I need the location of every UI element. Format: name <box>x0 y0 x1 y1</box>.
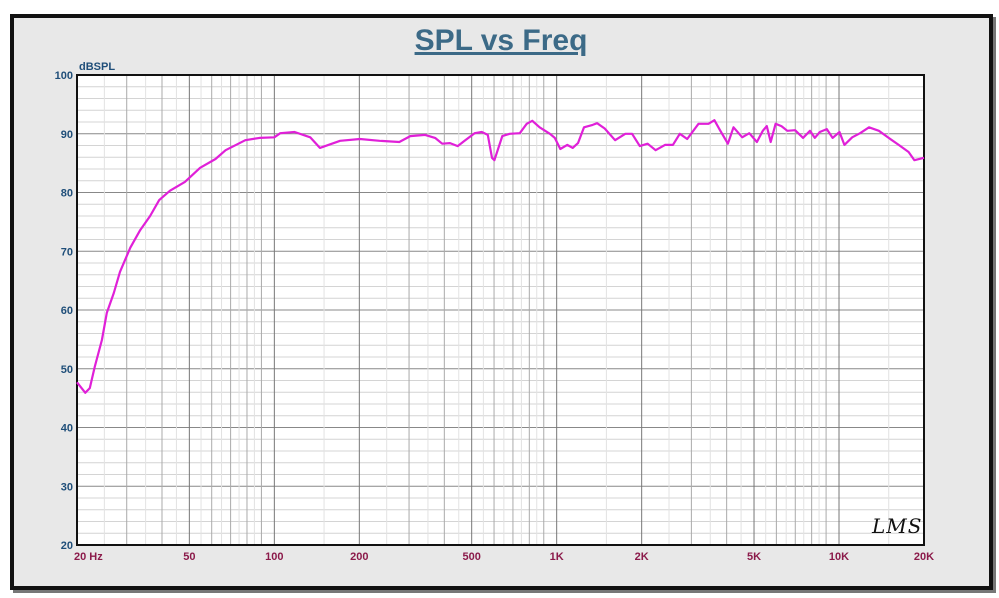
y-tick-label: 30 <box>61 481 73 493</box>
y-tick-label: 60 <box>61 305 73 317</box>
y-tick-label: 20 <box>61 540 73 552</box>
plot-border <box>76 74 925 546</box>
y-tick-label: 70 <box>61 246 73 258</box>
x-tick-label: 10K <box>829 551 849 563</box>
y-axis-label: dBSPL <box>79 61 115 73</box>
x-tick-label: 20K <box>914 551 934 563</box>
x-tick-label: 500 <box>463 551 481 563</box>
x-tick-label: 1K <box>550 551 564 563</box>
x-tick-label: 50 <box>183 551 195 563</box>
lms-watermark: LMS <box>872 514 923 538</box>
y-tick-label: 90 <box>61 129 73 141</box>
y-tick-label: 40 <box>61 423 73 435</box>
y-tick-label: 50 <box>61 364 73 376</box>
x-tick-label: 20 Hz <box>74 551 103 563</box>
y-tick-label: 80 <box>61 188 73 200</box>
x-tick-label: 200 <box>350 551 368 563</box>
x-tick-label: 5K <box>747 551 761 563</box>
spl-series-line <box>76 119 925 394</box>
chart-title: SPL vs Freq <box>414 24 588 57</box>
x-tick-label: 2K <box>635 551 649 563</box>
x-tick-label: 100 <box>265 551 283 563</box>
y-tick-label: 100 <box>55 70 73 82</box>
